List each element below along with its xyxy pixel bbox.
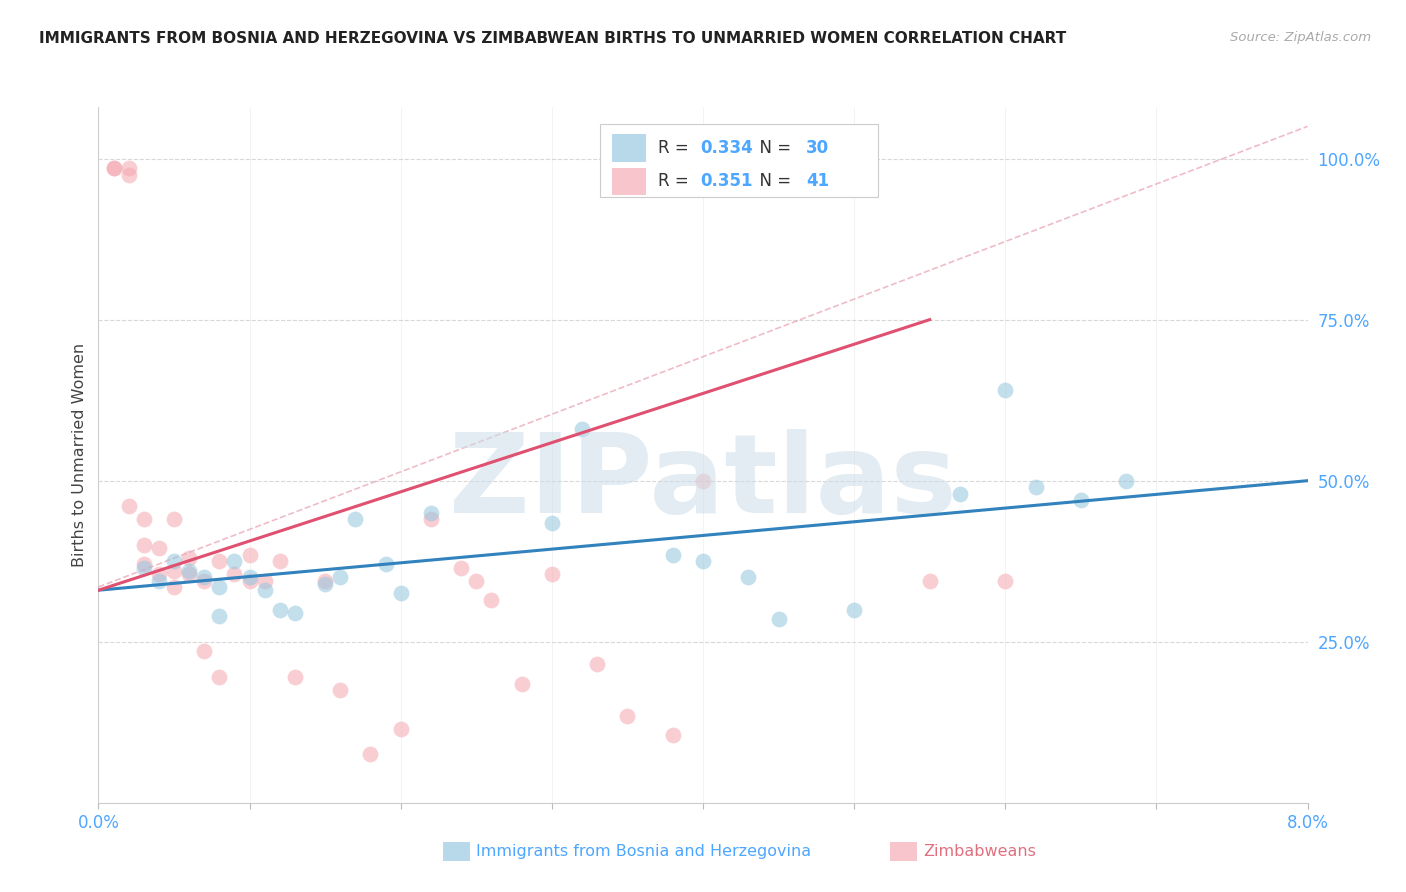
Point [163, 580, 186, 594]
Point [132, 538, 155, 552]
Point [571, 422, 593, 436]
Bar [613, 168, 647, 195]
Point [692, 554, 714, 568]
Text: IMMIGRANTS FROM BOSNIA AND HERZEGOVINA VS ZIMBABWEAN BIRTHS TO UNMARRIED WOMEN C: IMMIGRANTS FROM BOSNIA AND HERZEGOVINA V… [39, 31, 1067, 46]
Text: 0.334: 0.334 [700, 139, 754, 157]
Point [253, 574, 276, 588]
Point [163, 554, 186, 568]
Point [193, 574, 215, 588]
Point [179, 564, 201, 578]
Point [239, 548, 262, 562]
Point [193, 570, 215, 584]
Point [163, 512, 186, 526]
Point [420, 512, 443, 526]
Point [994, 384, 1017, 398]
Point [253, 583, 276, 598]
Point [118, 168, 141, 182]
Point [179, 567, 201, 582]
Point [768, 612, 790, 626]
Point [239, 574, 262, 588]
Bar [890, 842, 917, 862]
Text: ZIPatlas: ZIPatlas [449, 429, 957, 536]
Y-axis label: Births to Unmarried Women: Births to Unmarried Women [72, 343, 87, 567]
Text: Zimbabweans: Zimbabweans [924, 844, 1036, 859]
Point [918, 574, 941, 588]
Point [616, 708, 638, 723]
Bar [443, 842, 470, 862]
Point [148, 567, 170, 582]
Bar [613, 134, 647, 161]
Point [586, 657, 609, 672]
Text: Source: ZipAtlas.com: Source: ZipAtlas.com [1230, 31, 1371, 45]
Point [284, 670, 307, 684]
Point [284, 606, 307, 620]
Text: 0.351: 0.351 [700, 172, 754, 190]
Point [224, 567, 246, 582]
Point [314, 576, 336, 591]
Text: R =: R = [658, 172, 695, 190]
Point [662, 548, 685, 562]
Point [692, 474, 714, 488]
Point [179, 551, 201, 566]
Point [193, 644, 215, 658]
Text: 41: 41 [806, 172, 830, 190]
Text: N =: N = [749, 139, 796, 157]
Text: N =: N = [749, 172, 796, 190]
Point [314, 574, 336, 588]
Point [1025, 480, 1047, 494]
Point [132, 512, 155, 526]
Text: R =: R = [658, 139, 695, 157]
Point [994, 574, 1017, 588]
Point [239, 570, 262, 584]
Point [118, 500, 141, 514]
Point [163, 564, 186, 578]
Point [420, 506, 443, 520]
Point [208, 670, 231, 684]
Point [662, 728, 685, 742]
Point [269, 602, 291, 616]
Point [103, 161, 125, 176]
Point [132, 558, 155, 572]
Point [208, 580, 231, 594]
Text: Immigrants from Bosnia and Herzegovina: Immigrants from Bosnia and Herzegovina [475, 844, 811, 859]
Point [269, 554, 291, 568]
Point [389, 586, 412, 600]
Point [389, 722, 412, 736]
Point [360, 747, 382, 762]
Point [224, 554, 246, 568]
Point [949, 486, 972, 500]
Point [844, 602, 866, 616]
Point [344, 512, 367, 526]
Point [450, 560, 472, 574]
Point [208, 609, 231, 624]
Point [148, 541, 170, 556]
FancyBboxPatch shape [600, 124, 879, 197]
Point [208, 554, 231, 568]
Point [1070, 493, 1092, 508]
Text: 30: 30 [806, 139, 830, 157]
Point [541, 516, 564, 530]
Point [132, 560, 155, 574]
Point [510, 676, 533, 690]
Point [148, 574, 170, 588]
Point [1115, 474, 1137, 488]
Point [737, 570, 759, 584]
Point [541, 567, 564, 582]
Point [118, 161, 141, 176]
Point [481, 592, 503, 607]
Point [103, 161, 125, 176]
Point [374, 558, 396, 572]
Point [465, 574, 488, 588]
Point [329, 570, 352, 584]
Point [329, 683, 352, 698]
